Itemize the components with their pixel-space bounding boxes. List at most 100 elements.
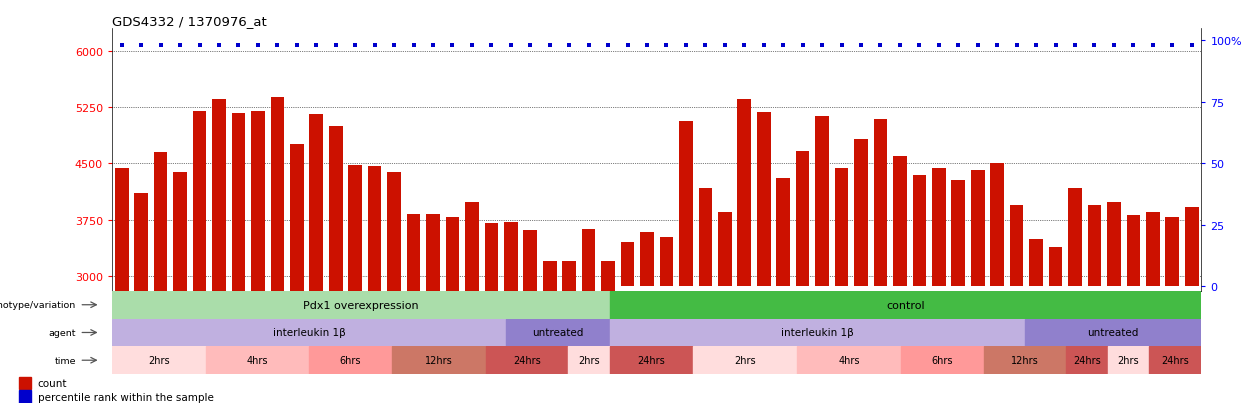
Point xyxy=(423,43,443,50)
Text: 6hrs: 6hrs xyxy=(931,355,952,366)
Point xyxy=(637,43,657,50)
Bar xyxy=(205,347,309,374)
Bar xyxy=(901,347,984,374)
Bar xyxy=(112,319,507,347)
Point xyxy=(403,43,423,50)
Text: 24hrs: 24hrs xyxy=(1162,355,1189,366)
Text: interleukin 1β: interleukin 1β xyxy=(273,328,346,338)
Bar xyxy=(426,215,439,413)
Bar xyxy=(797,347,901,374)
Bar xyxy=(815,117,829,286)
Point xyxy=(598,43,618,50)
Bar xyxy=(290,145,304,413)
Bar xyxy=(563,261,576,413)
Point xyxy=(715,43,735,50)
Text: untreated: untreated xyxy=(1087,328,1139,338)
Bar xyxy=(392,347,486,374)
Bar xyxy=(1185,208,1199,286)
Bar xyxy=(507,319,610,347)
Bar xyxy=(610,291,1201,319)
Bar xyxy=(1010,205,1023,286)
Text: 2hrs: 2hrs xyxy=(148,355,169,366)
Point xyxy=(462,43,482,50)
Bar xyxy=(698,188,712,286)
Point xyxy=(268,43,288,50)
Point xyxy=(753,43,773,50)
Text: untreated: untreated xyxy=(533,328,584,338)
Text: agent: agent xyxy=(49,328,76,337)
Point xyxy=(949,43,969,50)
Point xyxy=(852,43,871,50)
Bar xyxy=(484,224,498,413)
Text: 6hrs: 6hrs xyxy=(340,355,361,366)
Point xyxy=(209,43,229,50)
Point xyxy=(618,43,637,50)
Bar xyxy=(349,166,362,413)
Text: genotype/variation: genotype/variation xyxy=(0,301,76,309)
Point xyxy=(306,43,326,50)
Point xyxy=(1123,43,1143,50)
Point xyxy=(442,43,462,50)
Point xyxy=(365,43,385,50)
Point xyxy=(579,43,599,50)
Point xyxy=(345,43,365,50)
Point xyxy=(500,43,520,50)
Point xyxy=(171,43,190,50)
Bar xyxy=(893,157,906,286)
Bar xyxy=(737,100,751,286)
Bar xyxy=(523,230,537,413)
Bar xyxy=(367,167,381,413)
Bar xyxy=(1030,240,1043,286)
Point xyxy=(812,43,832,50)
Bar xyxy=(933,169,946,286)
Bar xyxy=(640,233,654,286)
Bar xyxy=(569,347,610,374)
Bar xyxy=(718,213,732,286)
Bar xyxy=(874,120,888,286)
Point xyxy=(987,43,1007,50)
Bar xyxy=(486,347,569,374)
Bar xyxy=(777,178,791,286)
Bar xyxy=(193,112,207,413)
Bar xyxy=(19,377,31,389)
Bar xyxy=(621,242,635,286)
Bar xyxy=(154,152,168,413)
Point xyxy=(793,43,813,50)
Bar xyxy=(951,181,965,286)
Bar xyxy=(1025,319,1201,347)
Point xyxy=(248,43,268,50)
Text: percentile rank within the sample: percentile rank within the sample xyxy=(37,392,214,401)
Point xyxy=(735,43,754,50)
Bar xyxy=(212,100,225,413)
Point xyxy=(151,43,171,50)
Bar xyxy=(913,176,926,286)
Bar xyxy=(990,164,1003,286)
Text: Pdx1 overexpression: Pdx1 overexpression xyxy=(304,300,418,310)
Point xyxy=(286,43,306,50)
Point xyxy=(559,43,579,50)
Bar xyxy=(329,127,342,413)
Text: interleukin 1β: interleukin 1β xyxy=(781,328,854,338)
Text: time: time xyxy=(55,356,76,365)
Point xyxy=(540,43,560,50)
Bar xyxy=(173,173,187,413)
Point xyxy=(1163,43,1183,50)
Bar xyxy=(692,347,797,374)
Bar xyxy=(309,347,392,374)
Text: 4hrs: 4hrs xyxy=(247,355,268,366)
Bar xyxy=(1149,347,1201,374)
Bar xyxy=(1048,247,1062,286)
Bar xyxy=(601,261,615,413)
Point xyxy=(1104,43,1124,50)
Bar xyxy=(679,122,692,286)
Point xyxy=(326,43,346,50)
Bar xyxy=(1107,203,1120,286)
Bar xyxy=(504,222,518,413)
Bar xyxy=(610,347,692,374)
Point xyxy=(870,43,890,50)
Text: GDS4332 / 1370976_at: GDS4332 / 1370976_at xyxy=(112,15,266,28)
Text: 24hrs: 24hrs xyxy=(513,355,542,366)
Bar xyxy=(971,171,985,286)
Bar xyxy=(660,237,674,286)
Point xyxy=(929,43,949,50)
